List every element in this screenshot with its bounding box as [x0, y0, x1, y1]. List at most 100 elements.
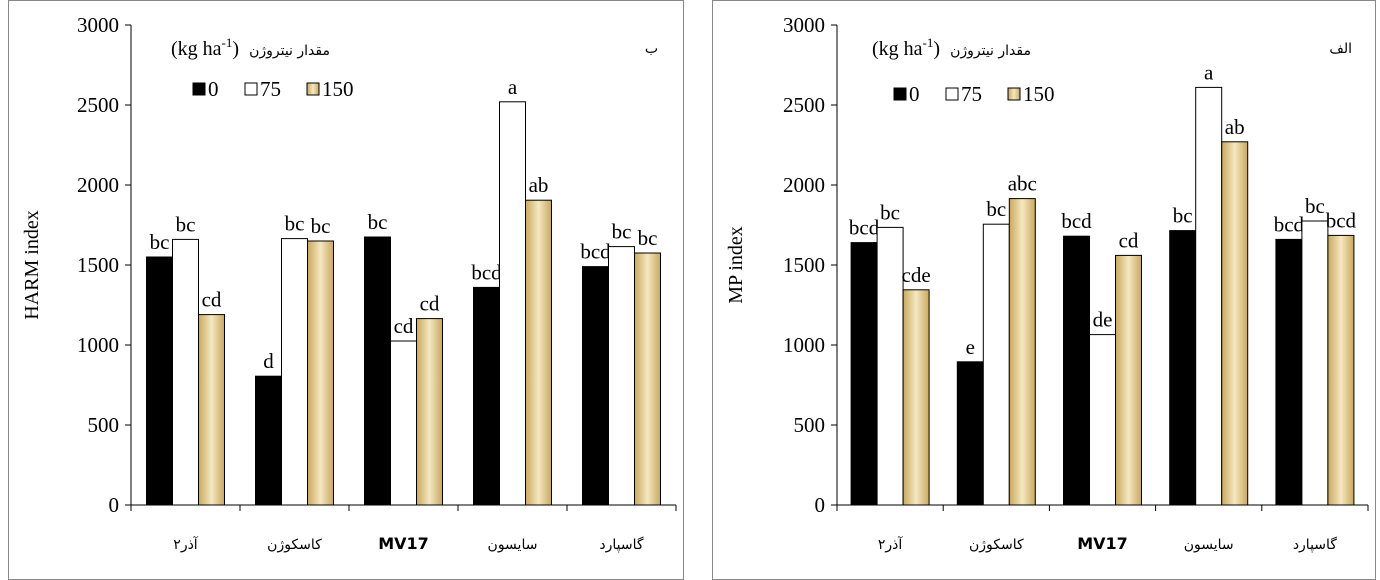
y-tick-label: 3000: [77, 13, 119, 37]
bar-n75: [1301, 220, 1329, 506]
significance-letter: bcd: [580, 240, 611, 264]
y-tick-label: 2500: [77, 93, 119, 117]
bar-n75: [172, 238, 199, 506]
bar-n75: [608, 246, 635, 506]
panel-label: ب: [645, 41, 658, 57]
category-label: کاسکوژن: [969, 537, 1024, 553]
bar-n0: [956, 361, 984, 506]
legend-title: (kg ha-1) مقدار نیتروژن: [872, 35, 1031, 60]
significance-letter: bcd: [849, 216, 880, 240]
legend-swatch: [306, 82, 320, 96]
y-tick-label: 1000: [783, 333, 825, 357]
significance-letter: bc: [880, 200, 900, 224]
bar-n75: [1089, 334, 1116, 506]
category-label: آذر۲: [878, 536, 904, 553]
significance-letter: e: [966, 335, 975, 359]
legend-swatch: [945, 87, 959, 101]
legend-entry: 75: [260, 77, 281, 101]
bar-n150: [416, 318, 443, 506]
significance-letter: de: [1093, 308, 1113, 332]
bar-n75: [499, 101, 526, 506]
bar-n75: [281, 238, 308, 506]
legend-entry: 150: [1023, 82, 1055, 106]
legend-entry: 0: [208, 77, 219, 101]
legend-title-close: ): [933, 38, 940, 60]
category-label: گاسپارد: [1293, 536, 1337, 553]
bar-n0: [1275, 238, 1303, 506]
significance-letter: bc: [285, 212, 305, 236]
significance-letter: cd: [420, 292, 440, 316]
bar-n0: [473, 286, 500, 506]
chart-panel-harm: 0 500 1000 1500 2000 2500 3000 HARM index آذر۲ bc…: [8, 0, 684, 580]
significance-letter: bcd: [1274, 212, 1305, 236]
bar-n150: [1221, 141, 1249, 506]
bar-n150: [307, 240, 334, 506]
significance-letter: cde: [902, 263, 931, 287]
significance-letter: bcd: [1061, 209, 1092, 233]
y-tick-label: 0: [109, 493, 120, 517]
y-tick-label: 1000: [77, 333, 119, 357]
category-label: MV17: [1077, 534, 1128, 553]
significance-letter: bc: [368, 210, 388, 234]
significance-letter: cd: [202, 288, 222, 312]
legend-title-sup: -1: [222, 35, 233, 50]
legend-title-close: ): [232, 38, 239, 60]
y-tick-label: 500: [794, 413, 826, 437]
legend-swatch: [1007, 87, 1021, 101]
legend-title: (kg ha-1) مقدار نیتروژن: [171, 35, 330, 60]
y-axis-label: MP index: [725, 226, 747, 304]
y-tick-label: 1500: [77, 253, 119, 277]
bar-n150: [1115, 254, 1142, 506]
significance-letter: bcd: [471, 260, 502, 284]
y-tick-label: 2000: [77, 173, 119, 197]
bar-n150: [634, 252, 661, 506]
y-tick-label: 2500: [783, 93, 825, 117]
significance-letter: bc: [986, 197, 1006, 221]
significance-letter: bc: [150, 230, 170, 254]
bar-n150: [525, 199, 552, 506]
significance-letter: a: [508, 75, 518, 99]
bar-n150: [1008, 198, 1036, 506]
bar-n0: [255, 375, 282, 506]
significance-letter: cd: [394, 314, 414, 338]
y-tick-label: 0: [815, 493, 826, 517]
panel-label: الف: [1329, 41, 1352, 57]
legend-swatch: [244, 82, 258, 96]
significance-letter: abc: [1008, 172, 1037, 196]
legend-entry: 150: [322, 77, 354, 101]
category-label: کاسکوژن: [267, 537, 322, 553]
legend-title-unit: (kg ha: [872, 38, 923, 60]
category-label: سایسون: [488, 537, 538, 553]
category-label: سایسون: [1184, 537, 1234, 553]
bar-n150: [198, 314, 225, 506]
bar-n150: [1327, 234, 1355, 506]
chart-panel-mp: 0 500 1000 1500 2000 2500 3000 MP index آذر۲ bcd b…: [712, 0, 1376, 580]
bar-n75: [982, 223, 1010, 506]
y-tick-label: 500: [88, 413, 120, 437]
legend-title-fa: مقدار نیتروژن: [249, 43, 330, 59]
significance-letter: bc: [311, 214, 331, 238]
category-label: گاسپارد: [599, 536, 643, 553]
significance-letter: d: [263, 349, 274, 373]
bar-n75: [876, 226, 904, 506]
bar-n0: [582, 266, 609, 506]
significance-letter: bc: [612, 220, 632, 244]
bar-n0: [1169, 230, 1197, 506]
legend-title-fa: مقدار نیتروژن: [950, 43, 1031, 59]
significance-letter: ab: [1225, 115, 1245, 139]
bar-n0: [850, 242, 878, 506]
bar-n150: [902, 289, 930, 506]
significance-letter: a: [1204, 60, 1214, 84]
significance-letter: ab: [529, 173, 549, 197]
significance-letter: bc: [176, 212, 196, 236]
category-label: آذر۲: [173, 536, 199, 553]
bar-n0: [1063, 235, 1090, 506]
legend-entry: 0: [909, 82, 920, 106]
bar-n0: [146, 256, 173, 506]
bar-n75: [390, 340, 417, 506]
legend-swatch: [893, 87, 907, 101]
legend-title-sup: -1: [923, 35, 934, 50]
significance-letter: cd: [1119, 228, 1139, 252]
